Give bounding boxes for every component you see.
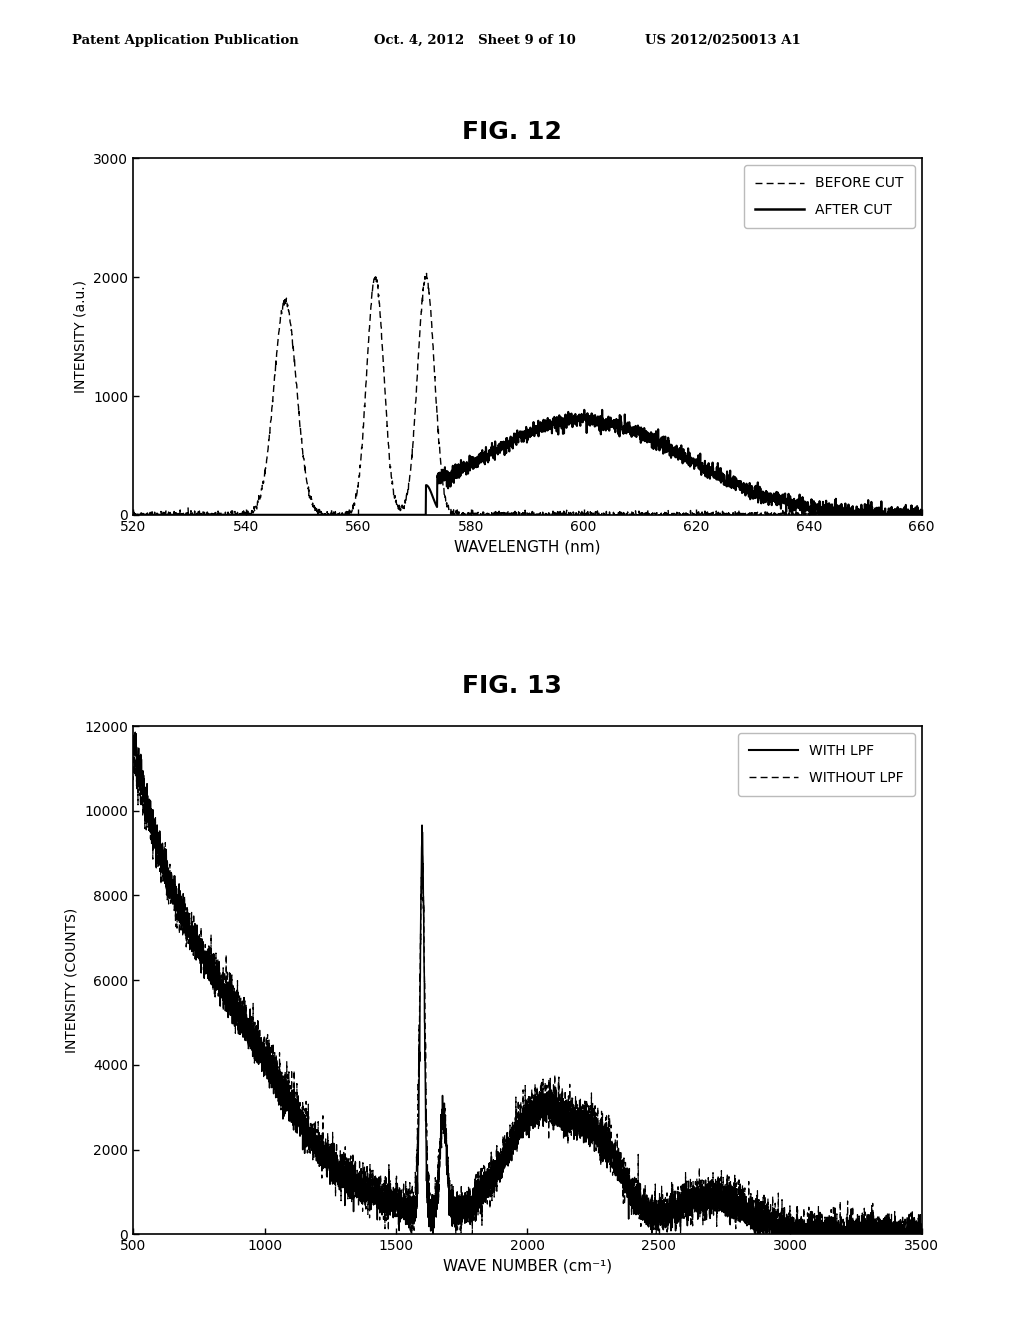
- Text: FIG. 12: FIG. 12: [462, 120, 562, 144]
- Text: FIG. 13: FIG. 13: [462, 675, 562, 698]
- Y-axis label: INTENSITY (a.u.): INTENSITY (a.u.): [74, 280, 88, 393]
- X-axis label: WAVELENGTH (nm): WAVELENGTH (nm): [454, 539, 601, 554]
- Text: Patent Application Publication: Patent Application Publication: [72, 33, 298, 46]
- Text: US 2012/0250013 A1: US 2012/0250013 A1: [645, 33, 801, 46]
- Y-axis label: INTENSITY (COUNTS): INTENSITY (COUNTS): [65, 907, 79, 1053]
- Text: Oct. 4, 2012   Sheet 9 of 10: Oct. 4, 2012 Sheet 9 of 10: [374, 33, 575, 46]
- Legend: BEFORE CUT, AFTER CUT: BEFORE CUT, AFTER CUT: [744, 165, 914, 228]
- X-axis label: WAVE NUMBER (cm⁻¹): WAVE NUMBER (cm⁻¹): [442, 1258, 612, 1274]
- Legend: WITH LPF, WITHOUT LPF: WITH LPF, WITHOUT LPF: [738, 733, 914, 796]
